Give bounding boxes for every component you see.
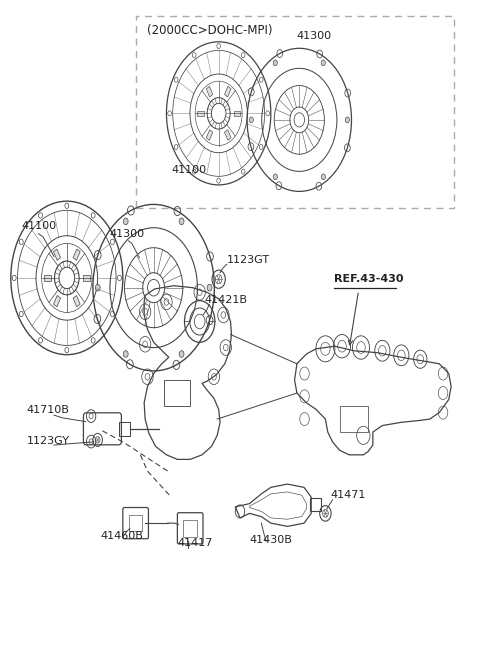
Text: (2000CC>DOHC-MPI): (2000CC>DOHC-MPI)	[147, 24, 273, 37]
FancyBboxPatch shape	[73, 249, 80, 260]
Circle shape	[123, 351, 128, 358]
FancyBboxPatch shape	[234, 111, 240, 116]
Circle shape	[123, 218, 128, 224]
Text: 41100: 41100	[171, 165, 206, 175]
Circle shape	[207, 284, 212, 291]
FancyBboxPatch shape	[83, 276, 90, 281]
Circle shape	[273, 174, 277, 180]
Text: 1123GY: 1123GY	[26, 436, 70, 446]
FancyBboxPatch shape	[206, 87, 213, 97]
FancyBboxPatch shape	[225, 130, 231, 140]
Circle shape	[179, 218, 184, 224]
Text: 41100: 41100	[22, 221, 57, 231]
FancyBboxPatch shape	[206, 130, 213, 140]
FancyBboxPatch shape	[225, 87, 231, 97]
Circle shape	[321, 174, 325, 180]
Circle shape	[96, 284, 100, 291]
Circle shape	[273, 60, 277, 66]
FancyBboxPatch shape	[197, 111, 204, 116]
Text: 41421B: 41421B	[204, 295, 247, 305]
FancyBboxPatch shape	[73, 295, 80, 307]
Text: 1123GT: 1123GT	[227, 255, 270, 265]
Text: 41300: 41300	[297, 31, 332, 41]
Text: REF.43-430: REF.43-430	[334, 274, 403, 285]
Circle shape	[179, 351, 184, 358]
Text: 41460B: 41460B	[100, 531, 143, 541]
Text: 41471: 41471	[330, 491, 365, 501]
Text: 41300: 41300	[109, 229, 144, 239]
FancyBboxPatch shape	[53, 295, 60, 307]
Text: 41430B: 41430B	[250, 535, 292, 544]
Circle shape	[321, 60, 325, 66]
FancyBboxPatch shape	[44, 276, 51, 281]
Text: 41417: 41417	[178, 538, 213, 548]
Text: 41710B: 41710B	[26, 405, 70, 415]
Circle shape	[345, 117, 349, 123]
Circle shape	[249, 117, 253, 123]
FancyBboxPatch shape	[53, 249, 60, 260]
